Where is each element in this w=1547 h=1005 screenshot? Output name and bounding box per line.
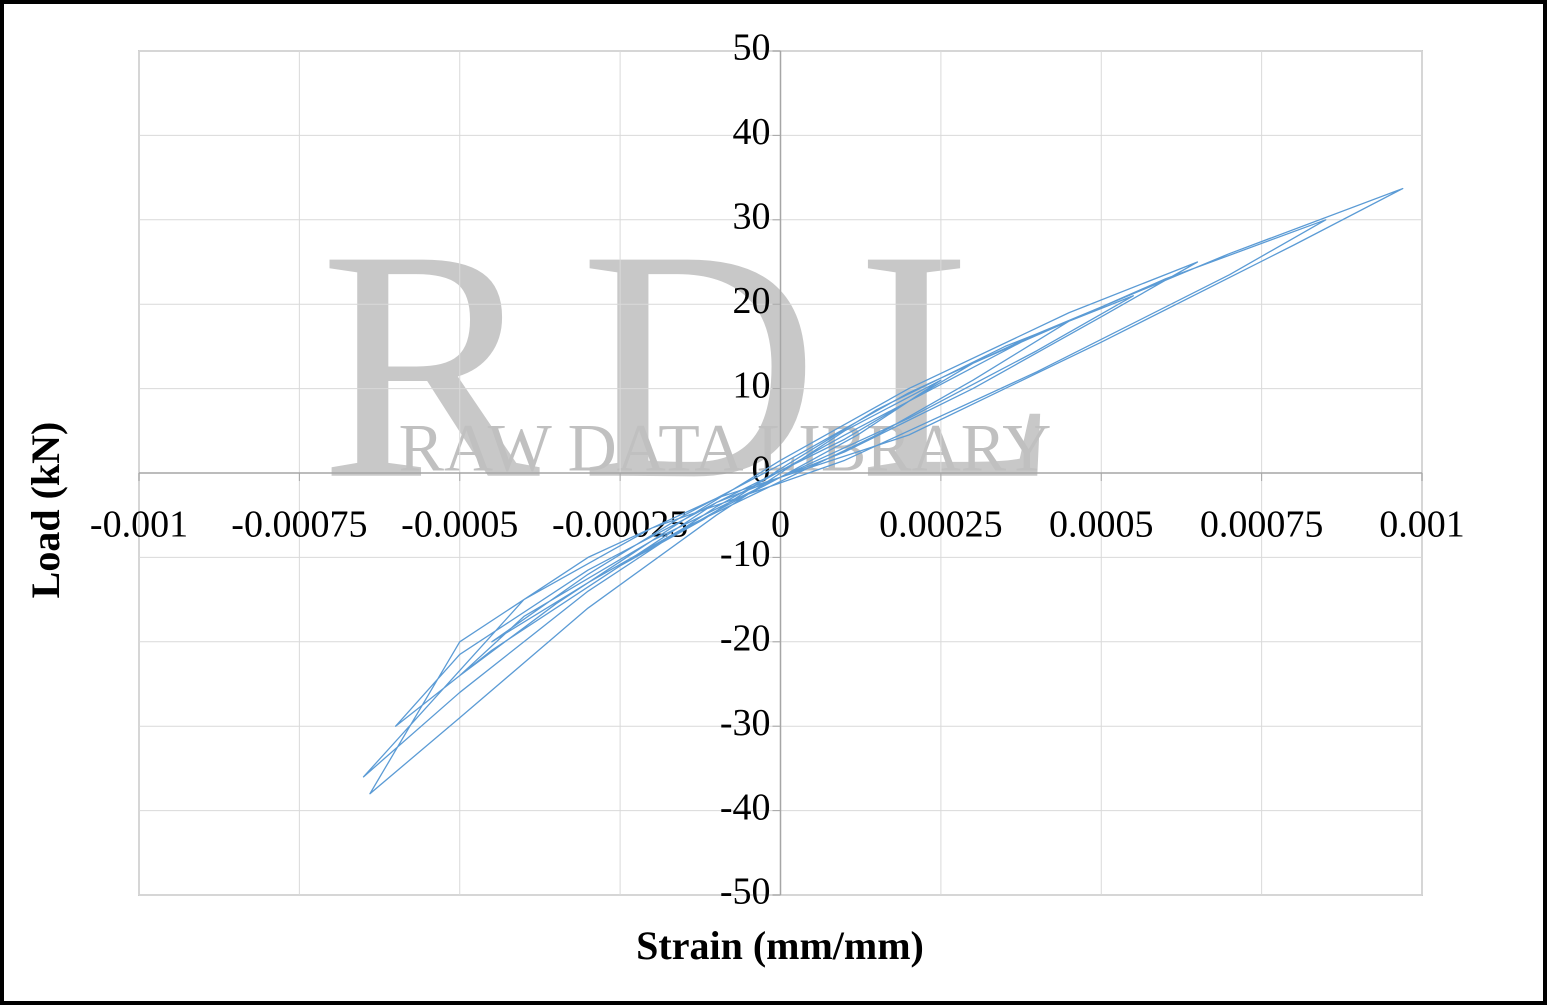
y-tick-label: -10: [720, 533, 771, 575]
x-tick-label: 0: [771, 504, 790, 546]
watermark-text: RAW DATA LIBRARY: [399, 410, 1052, 486]
x-axis-title: Strain (mm/mm): [636, 923, 924, 968]
y-tick-label: -20: [720, 618, 771, 660]
x-tick-label: 0.0005: [1049, 504, 1154, 546]
data-line: [362, 187, 1404, 795]
y-tick-label: 10: [733, 364, 771, 406]
x-tick-label: -0.00075: [231, 504, 367, 546]
x-tick-label: -0.0005: [401, 504, 518, 546]
x-tick-label: 0.00025: [879, 504, 1003, 546]
y-tick-label: 40: [733, 111, 771, 153]
y-tick-label: 50: [733, 27, 771, 69]
y-tick-label: -40: [720, 786, 771, 828]
x-tick-label: -0.001: [90, 504, 188, 546]
y-tick-label: 0: [752, 449, 771, 491]
x-tick-label: 0.001: [1379, 504, 1465, 546]
y-axis-title: Load (kN): [23, 422, 68, 599]
y-tick-label: -50: [720, 871, 771, 913]
y-tick-label: -30: [720, 702, 771, 744]
y-tick-label: 30: [733, 196, 771, 238]
y-tick-label: 20: [733, 280, 771, 322]
x-tick-label: 0.00075: [1200, 504, 1324, 546]
watermark-logo: RDL: [320, 183, 1100, 548]
